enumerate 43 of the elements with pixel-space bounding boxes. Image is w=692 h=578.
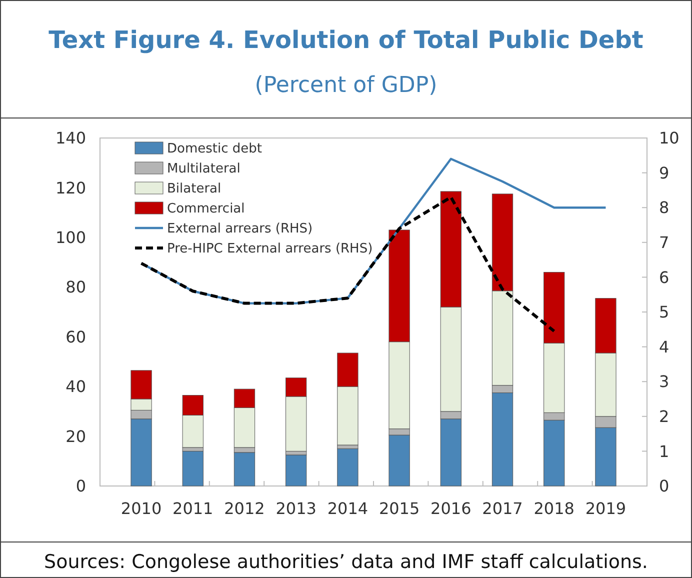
y-tick-label: 80 — [66, 278, 86, 297]
legend-label: External arrears (RHS) — [167, 222, 313, 237]
y-tick-label: 40 — [66, 377, 86, 396]
legend-label: Domestic debt — [167, 142, 262, 157]
y2-tick-label: 8 — [659, 198, 670, 218]
x-tick-label: 2011 — [172, 499, 214, 518]
y-tick-label: 20 — [66, 426, 86, 446]
y-tick-label: 120 — [55, 178, 86, 198]
legend-label: Commercial — [167, 202, 245, 217]
legend-label: Multilateral — [167, 162, 240, 177]
x-tick-label: 2012 — [224, 499, 265, 518]
y2-tick-label: 10 — [659, 128, 680, 148]
y2-tick-label: 0 — [659, 476, 670, 496]
bar — [182, 450, 204, 486]
y-tick-label: 140 — [55, 128, 86, 148]
y-tick-label: 100 — [55, 228, 86, 248]
x-tick-label: 2018 — [534, 499, 574, 518]
y2-tick-label: 5 — [659, 302, 670, 322]
y2-tick-label: 4 — [659, 337, 670, 356]
y2-tick-label: 9 — [659, 163, 670, 182]
x-tick-label: 2014 — [327, 499, 368, 518]
x-tick-label: 2016 — [430, 499, 472, 518]
x-tick-label: 2015 — [378, 499, 420, 518]
y2-tick-label: 7 — [659, 233, 670, 252]
x-tick-label: 2019 — [585, 499, 626, 518]
y2-tick-label: 3 — [659, 372, 670, 392]
legend-label: Bilateral — [167, 182, 222, 197]
y2-tick-label: 1 — [659, 442, 670, 461]
chart-title: Text Figure 4. Evolution of Total Public Debt — [48, 26, 644, 54]
legend-label: Pre-HIPC External arrears (RHS) — [167, 242, 373, 257]
x-tick-label: 2013 — [276, 499, 316, 518]
y2-tick-label: 2 — [659, 407, 670, 426]
y-tick-label: 0 — [76, 476, 86, 496]
x-tick-label: 2017 — [482, 499, 523, 518]
bar — [234, 452, 256, 486]
line-series — [140, 196, 556, 333]
bar — [286, 454, 307, 486]
x-tick-label: 2010 — [120, 499, 162, 518]
chart-subtitle: (Percent of GDP) — [254, 73, 438, 98]
y-tick-label: 60 — [66, 327, 86, 346]
source-note: Sources: Congolese authorities’ data and IMF staff calculations. — [44, 551, 648, 573]
bar — [337, 448, 358, 486]
y2-tick-label: 6 — [659, 268, 670, 287]
